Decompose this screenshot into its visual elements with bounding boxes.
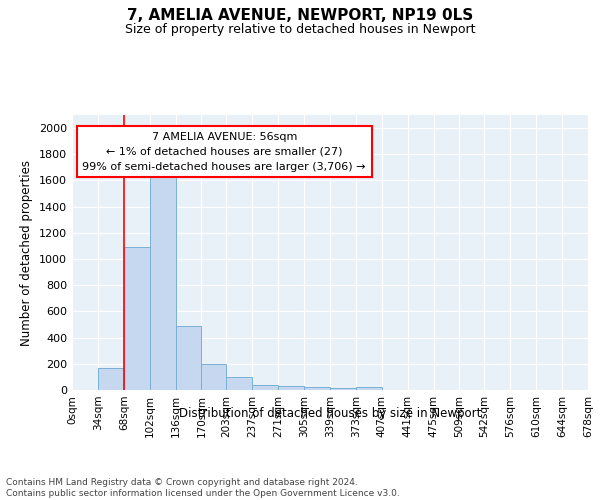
Bar [176,326,202,390]
Bar [304,388,330,390]
Bar [278,386,304,390]
Text: Size of property relative to detached houses in Newport: Size of property relative to detached ho… [125,22,475,36]
Text: 7 AMELIA AVENUE: 56sqm
← 1% of detached houses are smaller (27)
99% of semi-deta: 7 AMELIA AVENUE: 56sqm ← 1% of detached … [82,132,366,172]
Text: 7, AMELIA AVENUE, NEWPORT, NP19 0LS: 7, AMELIA AVENUE, NEWPORT, NP19 0LS [127,8,473,22]
Text: Distribution of detached houses by size in Newport: Distribution of detached houses by size … [179,408,481,420]
Bar [226,377,253,390]
Bar [330,388,356,390]
Y-axis label: Number of detached properties: Number of detached properties [20,160,34,346]
Bar [202,364,226,390]
Text: Contains HM Land Registry data © Crown copyright and database right 2024.
Contai: Contains HM Land Registry data © Crown c… [6,478,400,498]
Bar [124,246,149,390]
Bar [98,368,124,390]
Bar [356,388,382,390]
Bar [149,176,176,390]
Bar [253,385,278,390]
